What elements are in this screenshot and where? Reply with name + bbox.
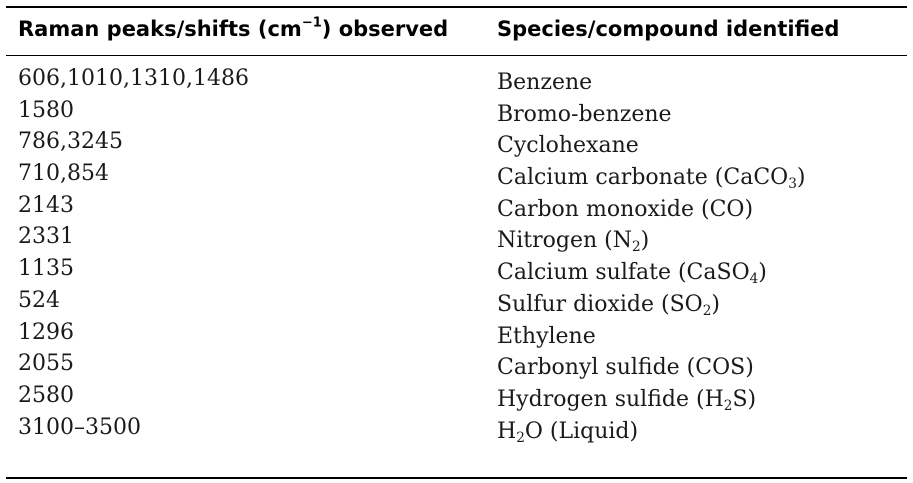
table-row: 3100–3500 H2O (Liquid)	[6, 412, 907, 446]
species-text: Sulfur dioxide (SO	[497, 291, 703, 317]
cell-species: H2O (Liquid)	[497, 418, 639, 446]
cell-species: Calcium carbonate (CaCO3)	[497, 165, 806, 192]
cell-species: Nitrogen (N2)	[497, 228, 650, 256]
species-text: )	[711, 291, 720, 317]
table-row: 710,854 Calcium carbonate (CaCO3)	[6, 158, 907, 192]
table-row: 786,3245 Cyclohexane	[6, 126, 907, 158]
table-row: 1296 Ethylene	[6, 317, 907, 349]
cell-raman-peaks: 2143	[18, 192, 74, 218]
species-subscript: 2	[632, 239, 641, 256]
species-text: Nitrogen (N	[497, 228, 632, 254]
species-text: Calcium sulfate (CaSO	[497, 260, 750, 286]
table-row: 524 Sulfur dioxide (SO2)	[6, 285, 907, 319]
cell-raman-peaks: 606,1010,1310,1486	[18, 66, 249, 91]
species-subscript: 2	[516, 429, 525, 446]
header-unit-exponent: −1	[301, 15, 322, 31]
cell-species: Benzene	[497, 70, 592, 95]
table-body: 606,1010,1310,1486 Benzene 1580 Bromo-benze…	[6, 63, 907, 446]
cell-species: Carbon monoxide (CO)	[497, 197, 753, 222]
raman-table: Raman peaks/shifts (cm−1) observed Speci…	[6, 6, 907, 479]
species-subscript: 4	[749, 270, 759, 287]
species-text: Calcium carbonate (CaCO	[497, 165, 789, 191]
species-text: Hydrogen sulfide (H	[497, 386, 724, 412]
species-text: Cyclohexane	[497, 133, 639, 159]
cell-raman-peaks: 786,3245	[18, 129, 123, 155]
cell-raman-peaks: 1135	[18, 256, 74, 282]
table-row: 2331 Nitrogen (N2)	[6, 221, 907, 256]
cell-species: Calcium sulfate (CaSO4)	[497, 260, 767, 287]
species-subscript: 3	[788, 175, 797, 192]
species-text: S)	[732, 386, 757, 412]
cell-species: Sulfur dioxide (SO2)	[497, 291, 720, 319]
cell-species: Bromo-benzene	[497, 102, 672, 127]
species-subscript: 2	[723, 397, 733, 414]
cell-species: Hydrogen sulfide (H2S)	[497, 386, 757, 414]
species-text: Bromo-benzene	[497, 101, 672, 127]
species-subscript: 2	[702, 302, 712, 319]
header-species: Species/compound identified	[497, 17, 840, 41]
cell-raman-peaks: 1580	[18, 97, 74, 123]
species-text: O (Liquid)	[524, 418, 639, 444]
table-row: 1135 Calcium sulfate (CaSO4)	[6, 253, 907, 287]
table-row: 1580 Bromo-benzene	[6, 95, 907, 127]
table-row: 2055 Carbonyl sulfide (COS)	[6, 348, 907, 380]
species-text: )	[640, 228, 650, 254]
species-text: Carbonyl sulfide (COS)	[497, 355, 754, 381]
table-row: 2143 Carbon monoxide (CO)	[6, 190, 907, 222]
cell-species: Ethylene	[497, 324, 596, 349]
header-raman-peaks-tail: ) observed	[321, 17, 449, 41]
species-text: )	[758, 260, 767, 286]
species-text: H	[497, 418, 517, 444]
species-text: )	[796, 165, 806, 191]
cell-raman-peaks: 524	[18, 287, 60, 313]
header-raman-peaks-text: Raman peaks/shifts (cm	[18, 17, 302, 41]
table-header: Raman peaks/shifts (cm−1) observed Speci…	[6, 8, 907, 56]
cell-raman-peaks: 2580	[18, 382, 74, 408]
table-row: 2580 Hydrogen sulfide (H2S)	[6, 380, 907, 414]
cell-raman-peaks: 2055	[18, 351, 74, 377]
cell-raman-peaks: 2331	[18, 224, 74, 250]
species-text: Benzene	[497, 70, 593, 95]
species-text: Ethylene	[497, 323, 596, 349]
header-raman-peaks: Raman peaks/shifts (cm−1) observed	[18, 15, 449, 41]
table-row: 606,1010,1310,1486 Benzene	[6, 63, 907, 95]
cell-raman-peaks: 1296	[18, 319, 74, 345]
cell-raman-peaks: 3100–3500	[18, 414, 141, 440]
cell-species: Carbonyl sulfide (COS)	[497, 355, 754, 380]
cell-species: Cyclohexane	[497, 133, 639, 158]
cell-raman-peaks: 710,854	[18, 161, 109, 187]
species-text: Carbon monoxide (CO)	[497, 196, 754, 222]
